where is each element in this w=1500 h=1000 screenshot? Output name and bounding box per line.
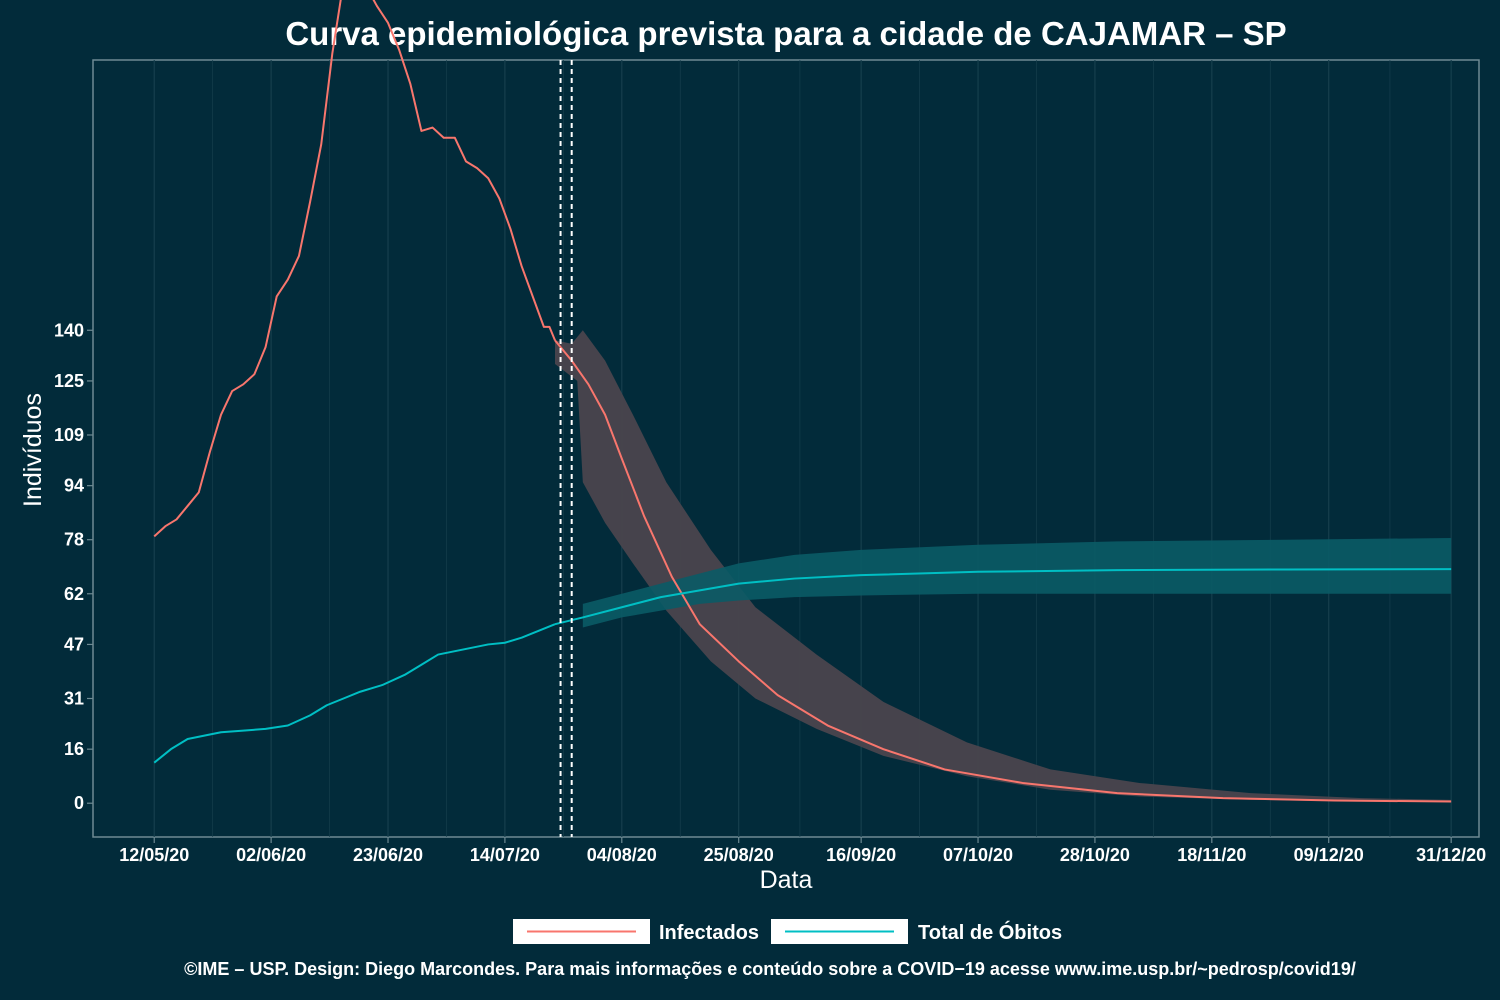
confidence-band-infectados bbox=[555, 330, 1452, 803]
legend-label-obitos: Total de Óbitos bbox=[918, 920, 1062, 944]
x-tick-label: 09/12/20 bbox=[1294, 845, 1364, 865]
y-tick-label: 0 bbox=[74, 793, 84, 813]
y-tick-label: 109 bbox=[54, 425, 84, 445]
x-tick-label: 25/08/20 bbox=[704, 845, 774, 865]
y-axis-label: Indivíduos bbox=[19, 393, 47, 507]
y-tick-label: 62 bbox=[64, 584, 84, 604]
series-line-infectados-forecast bbox=[554, 339, 1452, 803]
confidence-band-total-de-obitos bbox=[582, 538, 1452, 628]
y-tick-label: 31 bbox=[64, 688, 84, 708]
x-tick-label: 04/08/20 bbox=[587, 845, 657, 865]
legend: Infectados Total de Óbitos bbox=[513, 919, 1062, 944]
legend-item-obitos: Total de Óbitos bbox=[771, 919, 1062, 944]
reference-lines bbox=[559, 60, 573, 837]
legend-item-infectados: Infectados bbox=[513, 919, 759, 944]
series-line-total-de-obitos-forecast bbox=[554, 568, 1452, 626]
y-tick-label: 125 bbox=[54, 371, 84, 391]
x-tick-labels: 12/05/20 02/06/20 23/06/20 14/07/20 04/08/20… bbox=[119, 837, 1486, 865]
footer-credit: ©IME – USP. Design: Diego Marcondes. Par… bbox=[184, 959, 1356, 979]
x-tick-label: 14/07/20 bbox=[470, 845, 540, 865]
series-line-total-de-obitos-observed bbox=[153, 623, 556, 764]
x-tick-label: 23/06/20 bbox=[353, 845, 423, 865]
x-axis-label: Data bbox=[760, 866, 813, 894]
series-lines bbox=[153, 0, 1452, 803]
legend-label-infectados: Infectados bbox=[659, 922, 759, 944]
x-tick-label: 12/05/20 bbox=[119, 845, 189, 865]
series-line-infectados-observed bbox=[153, 0, 556, 538]
chart-title: Curva epidemiológica prevista para a cid… bbox=[285, 15, 1286, 52]
x-tick-label: 31/12/20 bbox=[1416, 845, 1486, 865]
y-tick-label: 16 bbox=[64, 739, 84, 759]
x-tick-label: 16/09/20 bbox=[826, 845, 896, 865]
x-tick-label: 02/06/20 bbox=[236, 845, 306, 865]
plot-frame bbox=[92, 59, 1480, 838]
x-tick-label: 18/11/20 bbox=[1177, 845, 1246, 865]
confidence-bands bbox=[555, 330, 1452, 803]
y-tick-label: 47 bbox=[64, 634, 84, 654]
x-tick-label: 07/10/20 bbox=[943, 845, 1013, 865]
y-tick-label: 140 bbox=[54, 320, 84, 340]
grid-lines bbox=[153, 60, 1452, 837]
x-tick-label: 28/10/20 bbox=[1060, 845, 1130, 865]
y-tick-label: 78 bbox=[64, 530, 84, 550]
y-tick-label: 94 bbox=[64, 476, 84, 496]
y-tick-labels: 0 16 31 47 62 78 94 109 125 140 bbox=[54, 320, 93, 813]
